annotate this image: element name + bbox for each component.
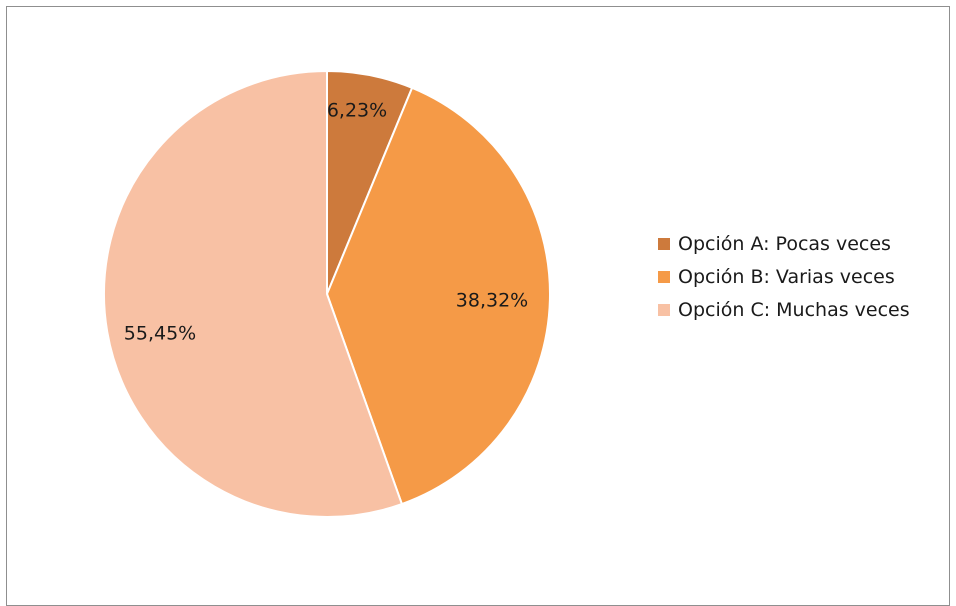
legend-item-option-c: Opción C: Muchas veces bbox=[658, 295, 910, 325]
data-label-option-c: 55,45% bbox=[124, 323, 196, 345]
legend-label-option-b: Opción B: Varias veces bbox=[678, 266, 895, 288]
pie-chart: 6,23% 38,32% 55,45% bbox=[103, 70, 551, 518]
legend-item-option-b: Opción B: Varias veces bbox=[658, 262, 910, 292]
data-label-option-a: 6,23% bbox=[327, 100, 387, 122]
chart-legend: Opción A: Pocas veces Opción B: Varias v… bbox=[658, 229, 910, 328]
pie-slice-option-c bbox=[103, 70, 403, 518]
legend-swatch-option-c bbox=[658, 304, 670, 316]
legend-swatch-option-b bbox=[658, 271, 670, 283]
legend-swatch-option-a bbox=[658, 238, 670, 250]
legend-item-option-a: Opción A: Pocas veces bbox=[658, 229, 910, 259]
pie-slice-option-b bbox=[326, 86, 551, 506]
legend-label-option-a: Opción A: Pocas veces bbox=[678, 233, 891, 255]
data-label-option-b: 38,32% bbox=[456, 290, 528, 312]
legend-label-option-c: Opción C: Muchas veces bbox=[678, 299, 910, 321]
